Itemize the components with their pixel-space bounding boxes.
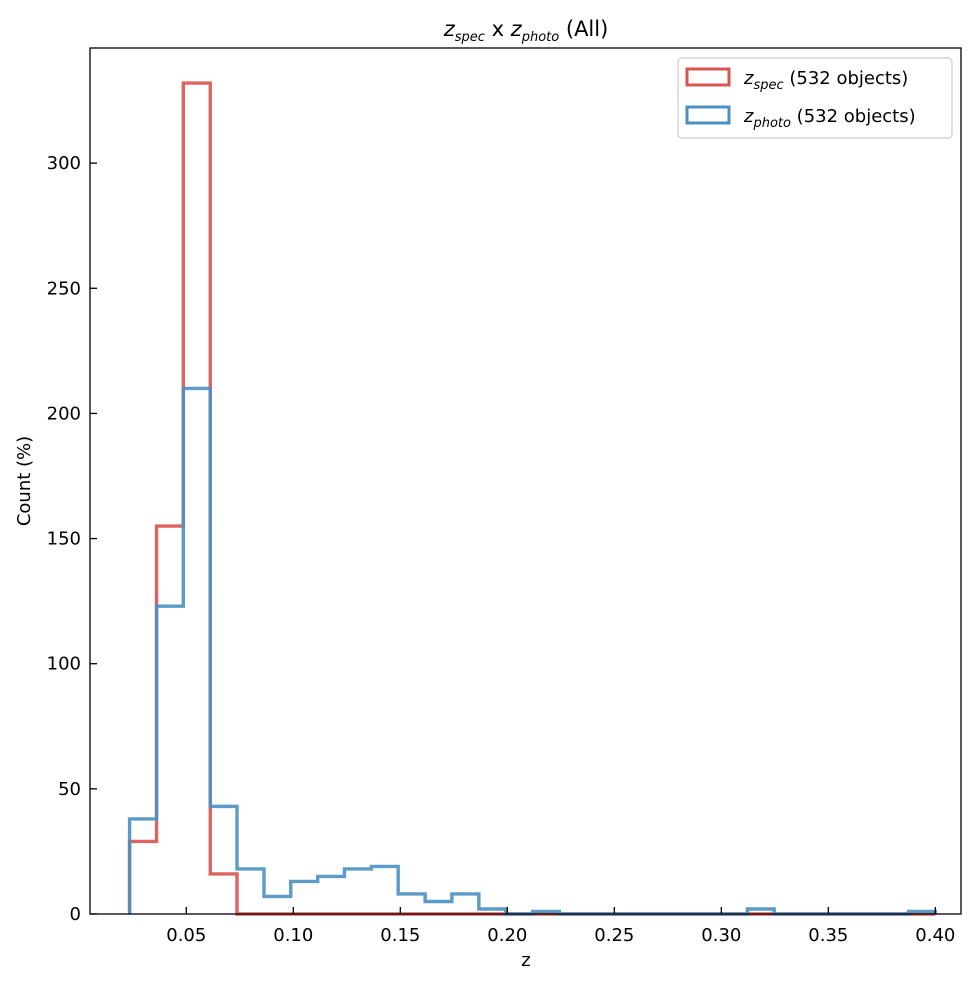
y-axis-label: Count (%) (14, 436, 35, 526)
legend-swatch-photo (685, 105, 731, 125)
y-tick-label: 50 (58, 779, 81, 800)
title-photo-var: z (510, 17, 523, 41)
histogram-step-photo (127, 386, 938, 916)
legend: zspec (532 objects) zphoto (532 objects) (677, 57, 953, 139)
series-layer (127, 81, 938, 916)
legend-label-photo: zphoto (532 objects) (743, 106, 916, 131)
legend-swatch-spec (685, 67, 731, 87)
bar-photo-1 (157, 606, 184, 914)
x-tick-label: 0.30 (701, 925, 741, 946)
legend-spec-var: z (743, 68, 754, 89)
bar-spec-2 (183, 83, 210, 914)
x-tick-label: 0.10 (273, 925, 313, 946)
x-axis-label: z (521, 950, 530, 971)
bar-photo-9 (371, 866, 398, 914)
legend-photo-sub: photo (752, 116, 791, 131)
title-spec-var: z (443, 17, 456, 41)
y-tick-label: 0 (70, 904, 81, 925)
x-axis-ticks: 0.05 0.10 0.15 0.20 0.25 0.30 0.35 0.40 (166, 907, 955, 946)
bar-photo-2 (183, 388, 210, 914)
x-tick-label: 0.40 (915, 925, 955, 946)
legend-photo-suffix: (532 objects) (791, 106, 916, 127)
bar-photo-7 (318, 876, 345, 914)
x-tick-label: 0.15 (380, 925, 420, 946)
title-photo-sub: photo (521, 30, 560, 45)
bar-photo-6 (291, 881, 318, 914)
x-tick-label: 0.35 (808, 925, 848, 946)
bar-photo-0 (130, 819, 157, 914)
legend-spec-sub: spec (753, 78, 783, 93)
y-tick-label: 300 (47, 153, 81, 174)
bar-photo-8 (344, 869, 371, 914)
plot-frame (89, 47, 962, 915)
bar-photo-4 (237, 869, 264, 914)
legend-spec-suffix: (532 objects) (784, 68, 909, 89)
y-tick-label: 200 (47, 403, 81, 424)
legend-photo-var: z (743, 106, 754, 127)
legend-label-spec: zspec (532 objects) (743, 68, 908, 93)
y-tick-label: 150 (47, 529, 81, 550)
title-mid: x (485, 17, 511, 41)
bar-spec-0 (130, 841, 157, 914)
legend-box (677, 57, 953, 139)
y-tick-label: 100 (47, 654, 81, 675)
bar-photo-5 (264, 896, 291, 914)
bar-photo-3 (210, 806, 237, 914)
bar-photo-10 (398, 894, 425, 914)
x-tick-label: 0.05 (166, 925, 206, 946)
bar-spec-1 (157, 526, 184, 914)
histogram-step-spec (127, 81, 936, 916)
title-suffix: (All) (559, 17, 608, 41)
y-tick-label: 250 (47, 278, 81, 299)
x-tick-label: 0.20 (487, 925, 527, 946)
title-spec-sub: spec (455, 30, 485, 45)
bar-photo-11 (425, 901, 452, 914)
chart-title: zspec x zphoto (All) (443, 17, 609, 45)
bar-photo-12 (452, 894, 479, 914)
bar-spec-3 (210, 874, 237, 914)
y-axis-ticks: 0 50 100 150 200 250 300 (47, 153, 97, 925)
x-tick-label: 0.25 (594, 925, 634, 946)
